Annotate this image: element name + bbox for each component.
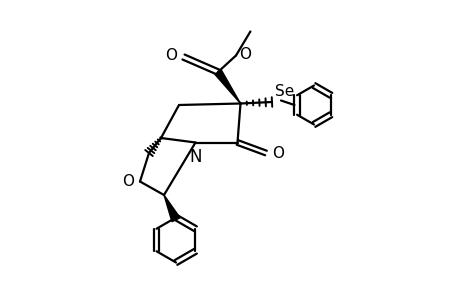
Text: O: O [239, 46, 251, 62]
Polygon shape [164, 195, 179, 222]
Polygon shape [214, 70, 240, 104]
Text: O: O [272, 146, 284, 160]
Text: Se: Se [274, 84, 294, 99]
Text: N: N [190, 148, 202, 166]
Text: O: O [164, 48, 177, 63]
Text: O: O [123, 174, 134, 189]
